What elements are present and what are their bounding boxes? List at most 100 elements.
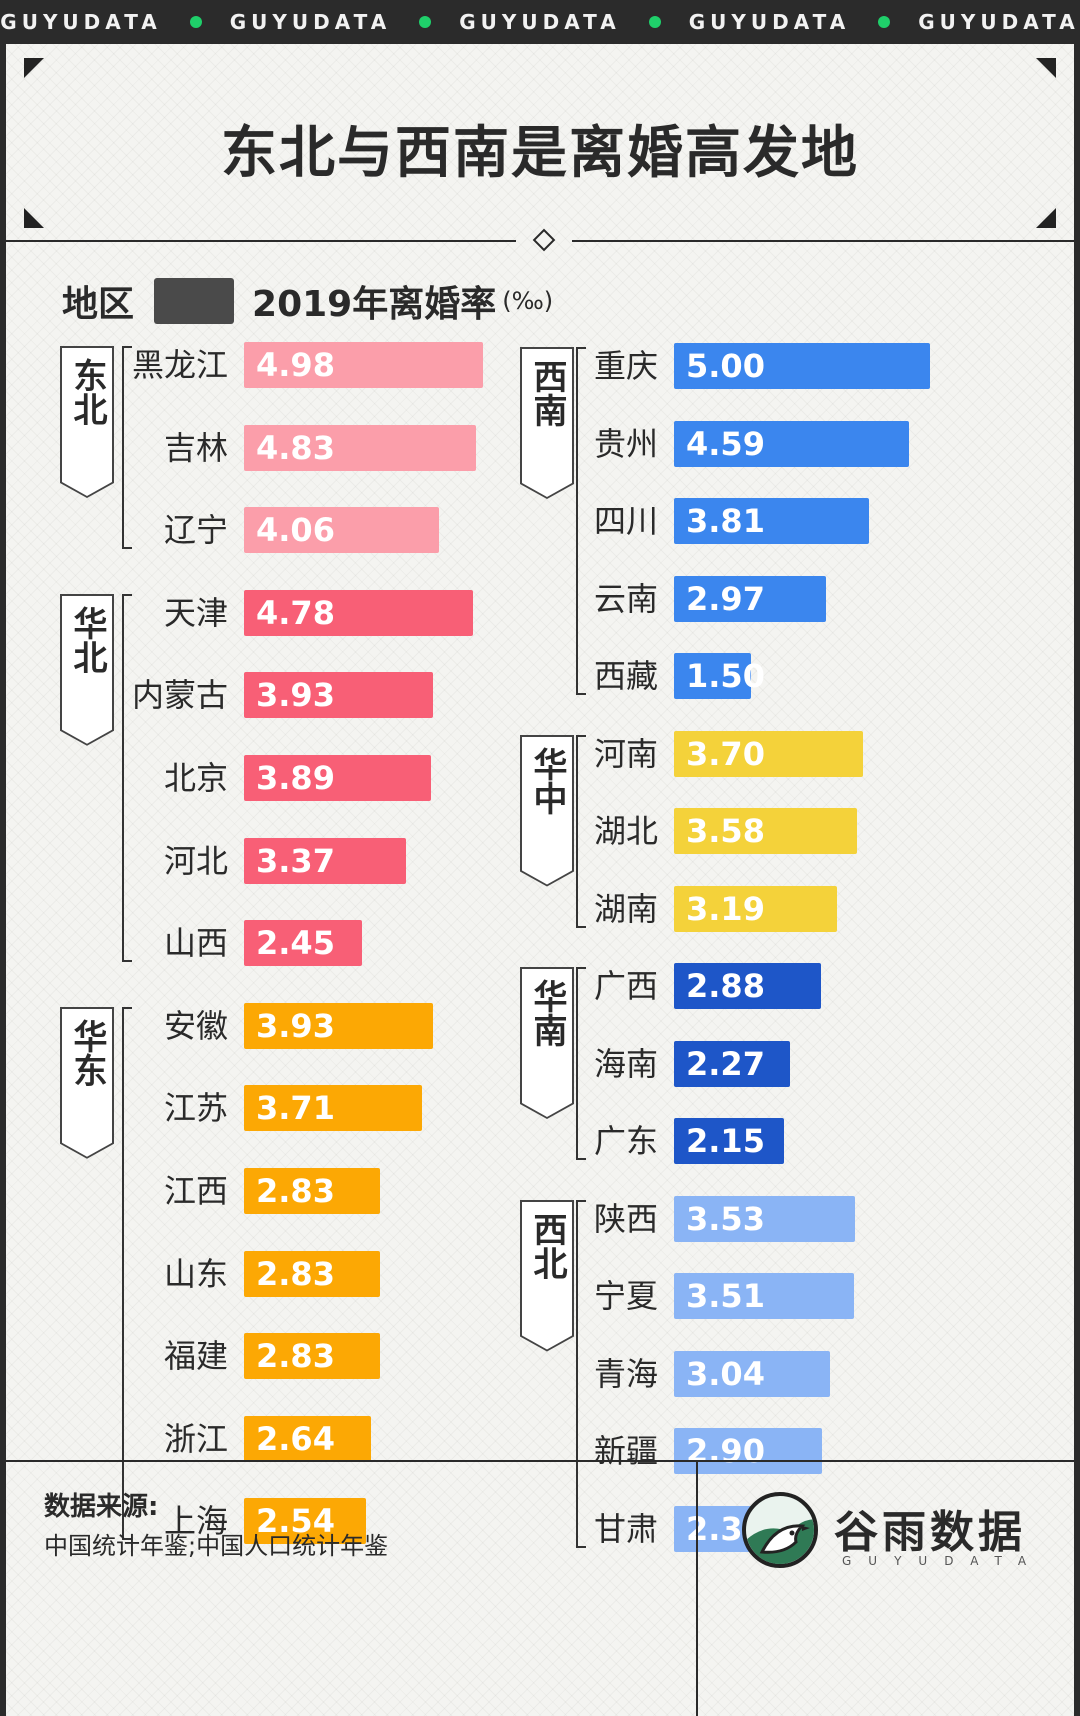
bar [674,1195,855,1242]
bar [674,575,827,622]
region-name: 华东 [67,1018,107,1087]
category-label: 上海 [163,1502,228,1541]
corner-mark-icon [24,58,44,78]
category-label: 贵州 [593,424,658,463]
category-label: 四川 [593,502,658,540]
region-badge: 东北 [62,348,112,496]
band-word: GUYUDATA [0,10,162,34]
region-badge: 华东 [62,1009,112,1157]
value-label: 2.97 [686,579,765,618]
value-label: 3.71 [256,1089,335,1128]
bar [674,808,858,854]
category-label: 陕西 [593,1199,658,1238]
value-label: 4.06 [256,511,335,550]
value-label: 2.15 [686,1122,765,1160]
bar [674,1118,785,1164]
region-name: 西南 [527,359,567,427]
category-label: 河北 [163,841,228,880]
value-label: 2.88 [686,967,765,1005]
value-label: 2.83 [256,1172,335,1210]
category-label: 山西 [163,924,228,963]
value-label: 3.70 [686,734,765,773]
value-label: 3.04 [686,1354,765,1393]
category-label: 西藏 [593,657,658,695]
green-dot-icon [878,16,891,28]
bar [244,589,474,636]
category-label: 广西 [593,967,658,1005]
category-label: 北京 [163,759,228,797]
corner-mark-icon [24,208,44,228]
bar [674,730,864,777]
category-label: 甘肃 [593,1509,658,1548]
bar [244,507,439,554]
bar [244,1250,380,1297]
bar-chart: 黑龙江 4.98 吉林 4.83 辽宁 4.06 东北 天津 4.78 内蒙古 3.93 北京 3.89… [6,44,1074,1716]
category-label: 湖北 [593,812,658,850]
bar [244,672,433,719]
value-label: 3.19 [686,889,765,928]
bar [244,1415,371,1462]
group-bracket [576,734,586,928]
value-label: 1.50 [686,657,765,695]
region-name: 华南 [527,979,567,1047]
bar [674,885,838,932]
region-badge-text: 西北 [522,1202,572,1350]
bar [244,424,476,471]
region-badge-text: 华中 [522,737,572,885]
value-label: 3.51 [686,1277,765,1315]
bar [674,420,909,467]
region-name: 华北 [67,605,107,674]
group-bracket [576,347,586,695]
page-title: 东北与西南是离婚高发地 [221,121,859,186]
category-label: 山东 [163,1254,228,1293]
value-label: 3.81 [686,502,765,540]
category-label: 江苏 [163,1089,228,1128]
category-label: 安徽 [163,1006,228,1045]
top-brand-band: GUYUDATA GUYUDATA GUYUDATA GUYUDATA GUYU… [0,0,1080,44]
value-label: 2.83 [256,1254,335,1293]
bar [674,1428,823,1474]
bar [674,343,930,389]
category-label: 海南 [593,1044,658,1083]
value-label: 3.37 [256,841,335,880]
bar [674,653,751,699]
source-text: 中国统计年鉴;中国人口统计年鉴 [44,1532,389,1560]
bird-logo-icon [742,1492,818,1568]
band-word: GUYUDATA [229,10,392,34]
category-label: 河南 [593,734,658,773]
value-label: 3.93 [256,1006,335,1045]
value-label: 4.59 [686,424,765,463]
region-name: 华中 [527,746,567,815]
bar [244,1085,423,1132]
bar [244,1498,366,1545]
category-label: 重庆 [593,347,658,385]
bar [674,963,822,1009]
value-label: 3.58 [686,812,765,850]
region-badge-text: 东北 [62,348,112,496]
value-label: 4.83 [256,428,335,467]
bar [244,1333,380,1380]
region-badge-text: 华东 [62,1009,112,1157]
category-label: 青海 [593,1354,658,1393]
footer: 数据来源: 中国统计年鉴;中国人口统计年鉴 谷雨数据 GUYUDATA [6,1460,1074,1716]
green-dot-icon [648,16,661,28]
region-badge: 华北 [62,596,112,744]
value-label: 2.45 [256,924,335,963]
category-label: 辽宁 [163,511,228,550]
category-label: 宁夏 [593,1277,658,1315]
bar [244,755,431,801]
green-dot-icon [419,16,432,28]
category-label: 广东 [593,1122,658,1160]
category-label: 黑龙江 [131,346,228,384]
bar [244,1168,380,1214]
region-badge: 华南 [522,969,572,1117]
region-badge: 西北 [522,1202,572,1350]
divider [572,240,1074,242]
value-label: 4.98 [256,346,335,384]
footer-divider [696,1462,698,1716]
bar [244,837,406,884]
content-card: 东北与西南是离婚高发地 地区 2019年离婚率 (‰) 黑龙江 4.98 吉林 4.8… [6,44,1074,1716]
region-name: 西北 [527,1211,567,1280]
corner-mark-icon [1036,58,1056,78]
